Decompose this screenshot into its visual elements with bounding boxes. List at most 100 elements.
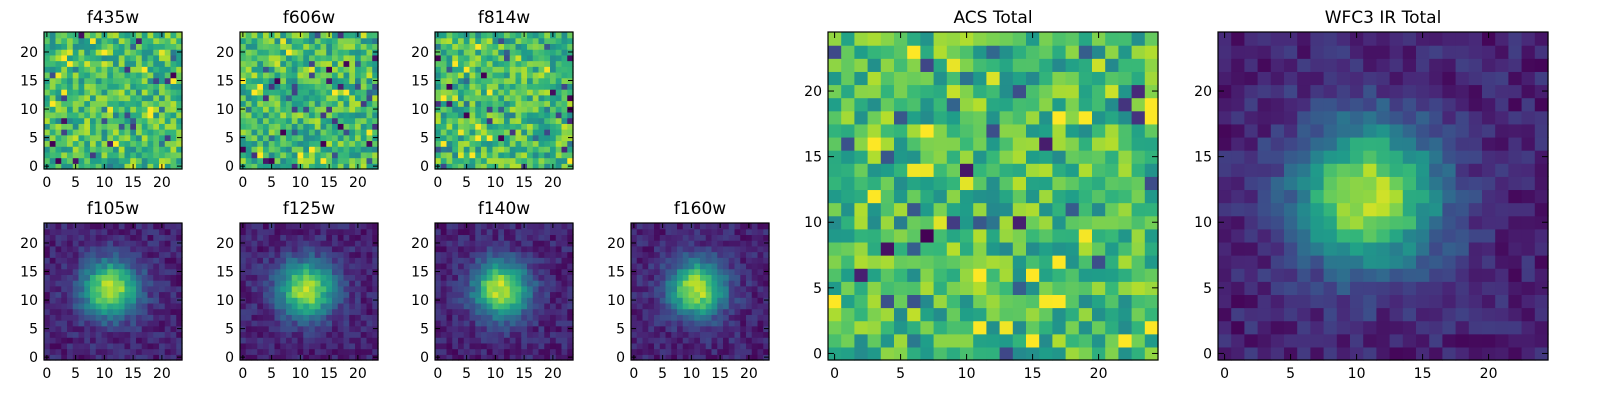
heatmap-cell — [245, 60, 253, 67]
heatmap-cell — [648, 297, 655, 304]
heatmap-cell — [492, 245, 499, 253]
heatmap-cell — [44, 146, 51, 153]
heatmap-cell — [561, 66, 568, 73]
heatmap-cell — [1012, 176, 1027, 191]
heatmap-cell — [274, 140, 281, 147]
heatmap-cell — [561, 89, 568, 96]
heatmap-cell — [124, 140, 131, 147]
heatmap-cell — [44, 111, 51, 119]
heatmap-cell — [136, 123, 143, 130]
heatmap-cell — [147, 129, 154, 136]
heatmap-cell — [297, 331, 304, 338]
heatmap-cell — [164, 308, 172, 315]
heatmap-cell — [1376, 346, 1391, 361]
heatmap-cell — [532, 331, 540, 338]
heatmap-cell — [532, 37, 540, 45]
heatmap-cell — [366, 111, 373, 119]
heatmap-cell — [153, 111, 160, 119]
heatmap-cell — [130, 83, 137, 90]
heatmap-cell — [986, 333, 1001, 348]
heatmap-cell — [309, 297, 316, 304]
heatmap-cell — [320, 89, 327, 96]
heatmap-cell — [544, 268, 551, 275]
heatmap-cell — [746, 285, 753, 293]
heatmap-cell — [44, 257, 51, 264]
heatmap-cell — [538, 285, 545, 293]
heatmap-cell — [469, 100, 476, 107]
heatmap-cell — [481, 245, 488, 253]
x-tick-label: 15 — [1024, 366, 1042, 382]
heatmap-cell — [349, 43, 356, 50]
heatmap-cell — [458, 348, 465, 355]
heatmap-cell — [130, 71, 137, 79]
heatmap-cell — [694, 348, 701, 355]
heatmap-cell — [440, 280, 448, 287]
heatmap-cell — [297, 297, 304, 304]
heatmap-cell — [49, 297, 57, 304]
heatmap-cell — [245, 94, 253, 102]
heatmap-cell — [355, 280, 362, 287]
heatmap-cell — [463, 123, 471, 130]
heatmap-cell — [504, 100, 511, 107]
heatmap-cell — [44, 234, 51, 241]
heatmap-cell — [933, 32, 948, 46]
heatmap-cell — [257, 49, 264, 56]
heatmap-cell — [332, 77, 339, 84]
heatmap-cell — [654, 228, 661, 236]
heatmap-cell — [124, 77, 131, 84]
heatmap-cell — [49, 234, 57, 241]
heatmap-cell — [469, 54, 476, 62]
heatmap-cell — [291, 280, 299, 287]
heatmap-cell — [101, 49, 108, 56]
heatmap-cell — [717, 285, 724, 293]
heatmap-cell — [458, 251, 465, 258]
heatmap-cell — [1244, 320, 1259, 335]
heatmap-cell — [164, 297, 172, 304]
heatmap-cell — [481, 314, 488, 321]
heatmap-cell — [309, 117, 316, 124]
heatmap-cell — [1039, 110, 1053, 125]
heatmap-cell — [314, 146, 322, 153]
heatmap-cell — [141, 89, 149, 96]
heatmap-cell — [268, 302, 276, 310]
heatmap-cell — [841, 71, 855, 86]
heatmap-cell — [245, 54, 253, 62]
heatmap-cell — [475, 314, 482, 321]
heatmap-cell — [1350, 320, 1364, 335]
heatmap-cell — [446, 43, 453, 50]
heatmap-cell — [286, 240, 293, 247]
heatmap-cell — [1078, 294, 1093, 309]
heatmap-cell — [170, 89, 177, 96]
heatmap-cell — [665, 348, 672, 355]
heatmap-cell — [263, 89, 270, 96]
heatmap-cell — [147, 37, 154, 45]
heatmap-cell — [366, 280, 373, 287]
y-tick-label: 20 — [804, 84, 822, 100]
heatmap-cell — [567, 43, 574, 50]
heatmap-cell — [920, 150, 935, 164]
heatmap-cell — [147, 117, 154, 124]
heatmap-cell — [147, 302, 154, 310]
heatmap-cell — [1144, 97, 1159, 112]
heatmap-cell — [509, 297, 517, 304]
heatmap-cell — [90, 66, 97, 73]
heatmap-cell — [355, 302, 362, 310]
heatmap-cell — [113, 274, 120, 281]
heatmap-cell — [498, 280, 505, 287]
heatmap-cell — [349, 100, 356, 107]
heatmap-cell — [153, 325, 160, 333]
heatmap-cell — [84, 43, 91, 50]
heatmap-cell — [469, 89, 476, 96]
heatmap-cell — [118, 228, 126, 236]
heatmap-cell — [527, 66, 534, 73]
heatmap-cell — [153, 77, 160, 84]
heatmap-cell — [343, 111, 350, 119]
heatmap-cell — [509, 331, 517, 338]
heatmap-cell — [481, 240, 488, 247]
heatmap-cell — [481, 285, 488, 293]
heatmap-cell — [521, 146, 528, 153]
heatmap-cell — [933, 176, 948, 191]
heatmap-cell — [297, 342, 304, 350]
heatmap-cell — [561, 146, 568, 153]
heatmap-cell — [867, 189, 882, 204]
